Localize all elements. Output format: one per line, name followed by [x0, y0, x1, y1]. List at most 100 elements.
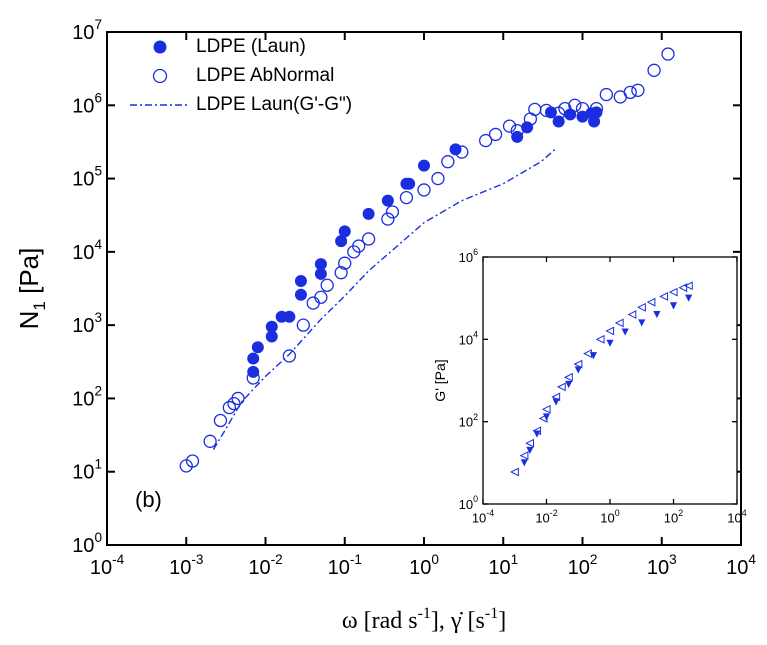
point	[605, 326, 615, 336]
point	[338, 256, 352, 270]
tick-exp: -3	[191, 552, 203, 567]
tick-label: 10-3	[169, 552, 203, 580]
point	[381, 212, 395, 226]
x-axis-label: ω [rad s-1], γ̇ [s-1]	[342, 605, 506, 634]
point	[565, 380, 573, 389]
point	[399, 190, 414, 205]
tick-exp: 2	[94, 383, 102, 398]
point	[631, 83, 645, 97]
point	[552, 398, 560, 406]
y-axis-label-part: [Pa]	[14, 248, 44, 301]
legend-label: LDPE Laun(G'-G")	[196, 94, 352, 115]
tick-base: 10	[72, 389, 94, 411]
tick-base: 10	[72, 462, 94, 484]
tick-label: 104	[727, 508, 746, 526]
tick-exp: 7	[94, 17, 102, 32]
point	[203, 434, 217, 448]
point	[556, 382, 566, 392]
point	[599, 87, 614, 102]
tick-base: 10	[90, 557, 112, 579]
tick-base: 10	[72, 535, 94, 557]
point	[589, 352, 597, 360]
point	[213, 413, 228, 428]
tick-exp: 6	[473, 247, 478, 257]
tick-base: 10	[664, 511, 678, 526]
point	[335, 235, 348, 248]
tick-base: 10	[409, 557, 431, 579]
legend-label: LDPE (Laun)	[196, 36, 306, 57]
point	[659, 292, 669, 301]
point	[294, 275, 307, 288]
tick-exp: 2	[590, 552, 598, 567]
point	[627, 310, 637, 319]
point	[563, 372, 573, 382]
tick-base: 10	[459, 250, 473, 265]
tick-base: 10	[328, 557, 350, 579]
point	[637, 302, 646, 312]
tick-exp: 0	[473, 494, 478, 504]
point	[246, 371, 260, 385]
point	[574, 366, 582, 374]
point	[623, 85, 637, 100]
tick-exp: 3	[94, 310, 102, 325]
tick-label: 100	[600, 508, 619, 526]
point	[653, 310, 661, 319]
y-axis-label-part: G' [Pa]	[432, 359, 448, 401]
point	[282, 349, 297, 363]
tick-label: 106	[72, 90, 102, 118]
point	[381, 194, 394, 207]
tick-label: 10-4	[472, 508, 494, 526]
tick-exp: 4	[94, 236, 102, 251]
point	[417, 183, 431, 197]
tick-base: 10	[72, 22, 94, 44]
tick-label: 105	[72, 163, 102, 191]
tick-base: 10	[72, 169, 94, 191]
point	[510, 467, 519, 477]
line-series	[212, 148, 556, 451]
point	[441, 155, 455, 169]
tick-exp: 1	[511, 552, 519, 567]
point	[606, 339, 614, 347]
point	[669, 302, 678, 310]
tick-exp: 1	[94, 456, 102, 471]
tick-exp: 3	[669, 552, 677, 567]
point	[533, 430, 541, 438]
tick-base: 10	[647, 557, 669, 579]
tick-base: 10	[726, 557, 748, 579]
point	[338, 225, 351, 238]
point	[251, 341, 264, 354]
y-axis-label: N1 [Pa]	[14, 248, 49, 330]
point	[668, 287, 678, 297]
point	[589, 101, 604, 116]
point	[542, 413, 551, 421]
point	[568, 98, 582, 112]
point	[314, 290, 328, 304]
y-axis-label: G' [Pa]	[432, 359, 448, 401]
tick-label: 102	[664, 508, 683, 526]
tick-base: 10	[248, 557, 270, 579]
point	[361, 232, 376, 246]
tick-label: 103	[647, 552, 677, 580]
tick-base: 10	[72, 315, 94, 337]
point	[314, 258, 327, 271]
tick-base: 10	[568, 557, 590, 579]
point	[588, 115, 601, 128]
x-axis-label-part: ]	[498, 608, 506, 634]
tick-exp: 2	[473, 412, 478, 422]
point	[614, 318, 624, 328]
point	[296, 318, 310, 332]
tick-exp: 0	[431, 552, 439, 567]
point	[520, 459, 528, 467]
legend-label: LDPE AbNormal	[196, 65, 334, 86]
tick-label: 100	[459, 494, 478, 512]
tick-exp: 6	[94, 90, 102, 105]
tick-base: 10	[72, 96, 94, 118]
tick-label: 10-4	[90, 552, 125, 580]
point	[385, 205, 400, 219]
tick-exp: 2	[678, 508, 683, 518]
point	[455, 145, 469, 159]
annotation: (b)	[135, 487, 162, 512]
point	[265, 330, 278, 343]
tick-base: 10	[472, 511, 486, 526]
